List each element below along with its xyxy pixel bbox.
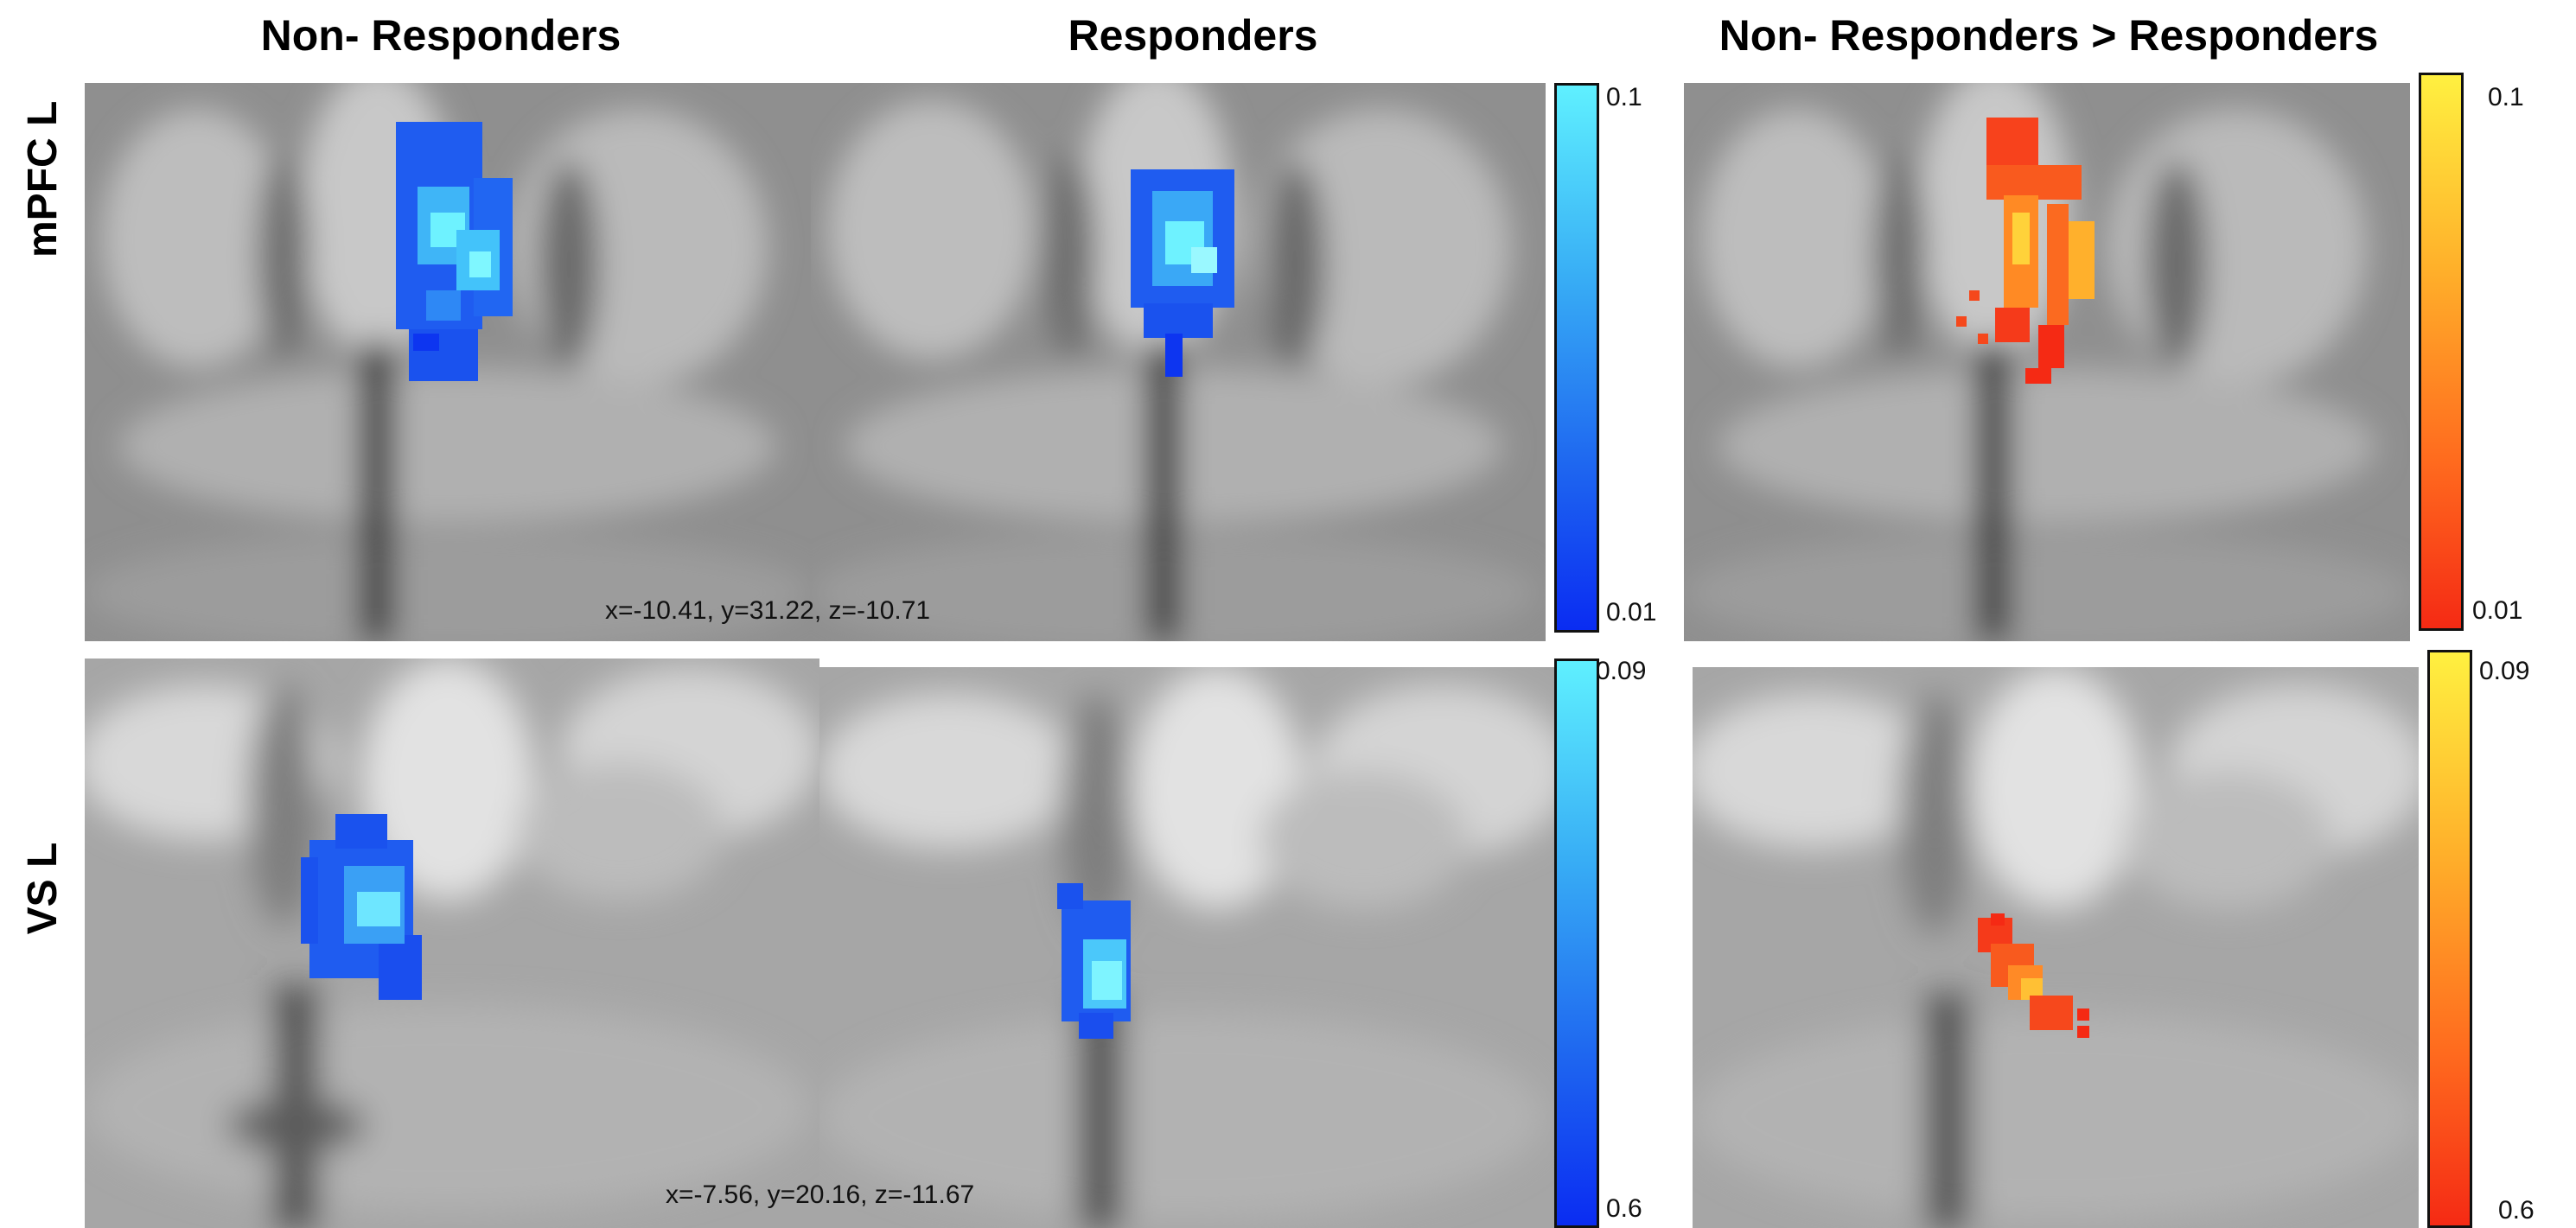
- column-title-contrast: Non- Responders > Responders: [1718, 11, 2379, 60]
- row-label-mpfc: mPFC L: [20, 100, 66, 258]
- colorbar-mpfc-blue: [1554, 83, 1599, 633]
- colorbar-vs-hot: [2427, 650, 2472, 1228]
- column-title-responders: Responders: [1068, 11, 1318, 60]
- colorbar-vs-hot-min: 0.6: [2498, 1196, 2535, 1225]
- colorbar-mpfc-hot-min: 0.01: [2472, 596, 2523, 625]
- brain-slice-mpfc-non-responders: [85, 83, 811, 641]
- colorbar-vs-hot-max: 0.09: [2479, 657, 2530, 685]
- colorbar-vs-blue-max: 0.09: [1596, 657, 1647, 685]
- brain-slice-mpfc-responders: [811, 83, 1546, 641]
- brain-slice-vs-non-responders: [85, 659, 819, 1228]
- row-label-vs: VS L: [20, 842, 66, 935]
- colorbar-mpfc-blue-min: 0.01: [1606, 598, 1657, 627]
- brain-slice-vs-contrast: [1693, 667, 2419, 1228]
- colorbar-mpfc-hot: [2419, 73, 2464, 631]
- colorbar-mpfc-hot-max: 0.1: [2488, 83, 2524, 111]
- colorbar-vs-blue-min: 0.6: [1606, 1194, 1642, 1223]
- coordinates-vs: x=-7.56, y=20.16, z=-11.67: [666, 1180, 975, 1209]
- brain-slice-vs-responders: [819, 667, 1554, 1228]
- coordinates-mpfc: x=-10.41, y=31.22, z=-10.71: [605, 596, 931, 625]
- column-title-non-responders: Non- Responders: [260, 11, 622, 60]
- brain-slice-mpfc-contrast: [1684, 83, 2410, 641]
- colorbar-mpfc-blue-max: 0.1: [1606, 83, 1642, 111]
- colorbar-vs-blue: [1554, 659, 1599, 1228]
